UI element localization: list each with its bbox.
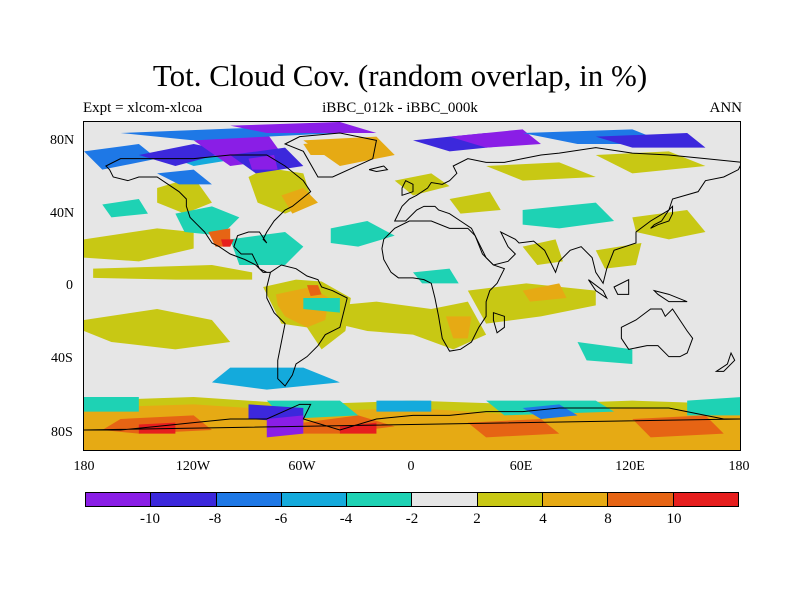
anomaly-patch <box>577 342 633 364</box>
coastline <box>401 179 414 197</box>
coastline <box>283 132 378 178</box>
coastline <box>105 154 312 273</box>
anomaly-patch <box>211 367 340 390</box>
experiment-label: Expt = xlcom-xlcoa <box>83 100 203 116</box>
lon-tick-60w: 60W <box>288 459 316 474</box>
anomaly-patch <box>376 400 432 412</box>
lat-tick-80s: 80S <box>51 425 73 440</box>
colorbar-box <box>673 493 738 506</box>
lat-tick-80n: 80N <box>50 133 75 148</box>
anomaly-patch <box>84 228 194 262</box>
colorbar-box <box>477 493 544 506</box>
case-difference-label: iBBC_012k - iBBC_000k <box>322 100 478 116</box>
coastline <box>381 220 506 352</box>
coastline <box>84 403 740 431</box>
anomaly-patch <box>221 239 234 247</box>
lon-tick-120w: 120W <box>175 459 211 474</box>
coastline <box>620 308 694 358</box>
anomaly-patch <box>687 397 740 416</box>
anomaly-patch <box>413 268 459 284</box>
anomaly-patch <box>93 265 253 280</box>
anomaly-patch <box>522 283 567 302</box>
anomaly-patch <box>522 239 563 265</box>
lon-tick-0: 0 <box>407 459 415 474</box>
anomaly-patch <box>84 397 139 412</box>
colorbar-box <box>543 493 609 506</box>
anomaly-patch <box>175 206 240 236</box>
anomaly-patch <box>275 287 329 328</box>
colorbar-label: -2 <box>405 511 419 527</box>
coastline <box>650 205 674 229</box>
anomaly-patch <box>449 129 541 148</box>
anomaly-patch <box>306 285 322 297</box>
coastline <box>714 351 736 372</box>
coastline <box>652 289 688 303</box>
colorbar-box <box>216 493 282 506</box>
colorbar-box <box>412 493 478 506</box>
colorbar-box <box>281 493 348 506</box>
anomaly-patch <box>632 210 706 240</box>
anomaly-patch <box>522 202 615 229</box>
colorbar-label: -8 <box>208 511 222 527</box>
coastline <box>613 278 630 295</box>
colorbar-box <box>151 493 217 506</box>
colorbar-label: -10 <box>140 511 160 527</box>
map-canvas <box>84 122 740 450</box>
anomaly-patch <box>394 173 450 196</box>
colorbar-box <box>608 493 674 506</box>
lon-tick-180e: 180 <box>728 459 750 474</box>
lat-tick-0: 0 <box>66 278 73 293</box>
anomaly-patch <box>157 169 212 185</box>
coastline <box>492 311 505 334</box>
colorbar-label: 10 <box>666 511 682 527</box>
coastline <box>266 264 348 387</box>
anomaly-patch <box>230 122 377 133</box>
coastline <box>369 165 389 173</box>
map-panel <box>83 121 741 451</box>
lat-tick-40n: 40N <box>50 206 75 221</box>
colorbar-label: 2 <box>473 511 481 527</box>
anomaly-patch <box>84 309 231 350</box>
lon-tick-60e: 60E <box>509 459 533 474</box>
anomaly-patch <box>102 199 148 218</box>
colorbar-box <box>86 493 152 506</box>
chart-title: Tot. Cloud Cov. (random overlap, in %) <box>152 58 648 93</box>
season-label: ANN <box>709 100 743 116</box>
anomaly-patch <box>84 404 740 450</box>
coastline <box>588 279 609 300</box>
anomaly-patch <box>595 243 642 269</box>
colorbar <box>85 492 739 507</box>
anomaly-patch <box>595 151 706 174</box>
anomaly-patch <box>303 298 340 313</box>
colorbar-label: -6 <box>274 511 288 527</box>
coastlines <box>84 132 740 431</box>
lon-tick-180w: 180 <box>73 459 95 474</box>
lon-tick-120e: 120E <box>615 459 645 474</box>
coastline <box>393 147 740 285</box>
anomaly-patch <box>84 144 158 170</box>
colorbar-label: 4 <box>539 511 547 527</box>
anomaly-patch <box>486 162 596 181</box>
cloud-cover-anomaly-field <box>84 122 740 450</box>
anomaly-patch <box>303 140 340 155</box>
anomaly-patch <box>595 133 706 148</box>
colorbar-label: 8 <box>604 511 612 527</box>
colorbar-label: -4 <box>339 511 353 527</box>
anomaly-patch <box>449 191 501 214</box>
anomaly-patch <box>330 221 395 247</box>
anomaly-patch <box>445 316 472 339</box>
lat-tick-40s: 40S <box>51 351 73 366</box>
anomaly-patch <box>248 155 278 170</box>
colorbar-box <box>347 493 413 506</box>
anomaly-patch <box>230 232 304 265</box>
